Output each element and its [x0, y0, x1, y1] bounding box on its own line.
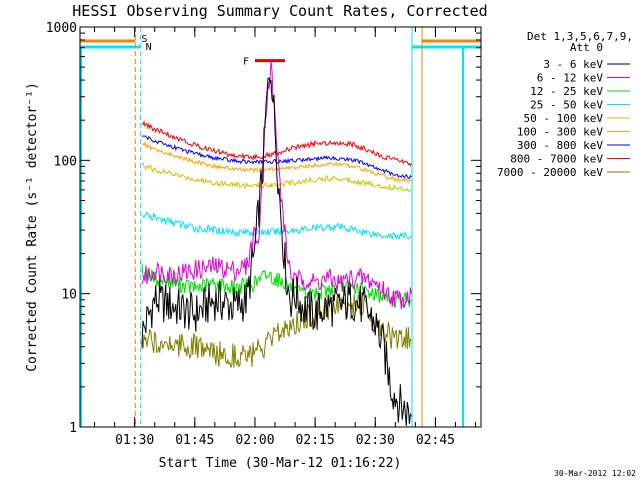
legend-label: 800 - 7000 keV: [510, 153, 603, 166]
x-tick-label: 01:30: [115, 433, 154, 448]
series-line-5: [141, 162, 412, 193]
legend-label: 7000 - 20000 keV: [497, 166, 603, 179]
legend-label: 50 - 100 keV: [524, 112, 604, 125]
flare-label: F: [243, 57, 249, 68]
y-tick-label: 1000: [46, 21, 77, 36]
series-line-1: [141, 77, 412, 427]
plot-frame: [79, 26, 482, 428]
legend-label: 6 - 12 keV: [537, 72, 604, 85]
legend-label: 12 - 25 keV: [530, 85, 603, 98]
x-tick-label: 02:30: [356, 433, 395, 448]
legend-header-line-2: Att 0: [570, 41, 603, 54]
chart-marks: SN F: [80, 27, 481, 427]
series-line-4: [141, 211, 412, 241]
x-tick-label: 02:15: [296, 433, 335, 448]
saa-label: S: [141, 34, 147, 45]
legend-header-line-1: Det 1,3,5,6,7,9,: [527, 30, 633, 43]
x-tick-label: 02:00: [235, 433, 274, 448]
y-tick-label: 1: [69, 421, 77, 436]
x-axis: 01:30 01:45 02:00 02:15 02:30 02:45: [94, 27, 477, 448]
y-axis-label: Corrected Count Rate (s⁻¹ detector⁻¹): [25, 82, 40, 372]
night-label: N: [146, 42, 152, 53]
x-tick-label: 01:45: [175, 433, 214, 448]
x-tick-label: 02:45: [416, 433, 455, 448]
x-axis-label: Start Time (30-Mar-12 01:16:22): [159, 456, 402, 471]
series-line-9: [141, 294, 412, 369]
chart-title: HESSI Observing Summary Count Rates, Cor…: [72, 2, 487, 20]
y-tick-label: 100: [54, 154, 77, 169]
y-tick-label: 10: [61, 288, 77, 303]
legend-label: 3 - 6 keV: [543, 58, 603, 71]
legend-label: 25 - 50 keV: [530, 99, 603, 112]
legend-label: 100 - 300 keV: [517, 126, 603, 139]
legend-label: 300 - 800 keV: [517, 139, 603, 152]
series-line-2: [141, 60, 412, 310]
timestamp: 30-Mar-2012 12:02: [554, 469, 636, 478]
y-axis: 1 10 100 1000: [46, 21, 481, 436]
series-line-3: [141, 263, 412, 309]
